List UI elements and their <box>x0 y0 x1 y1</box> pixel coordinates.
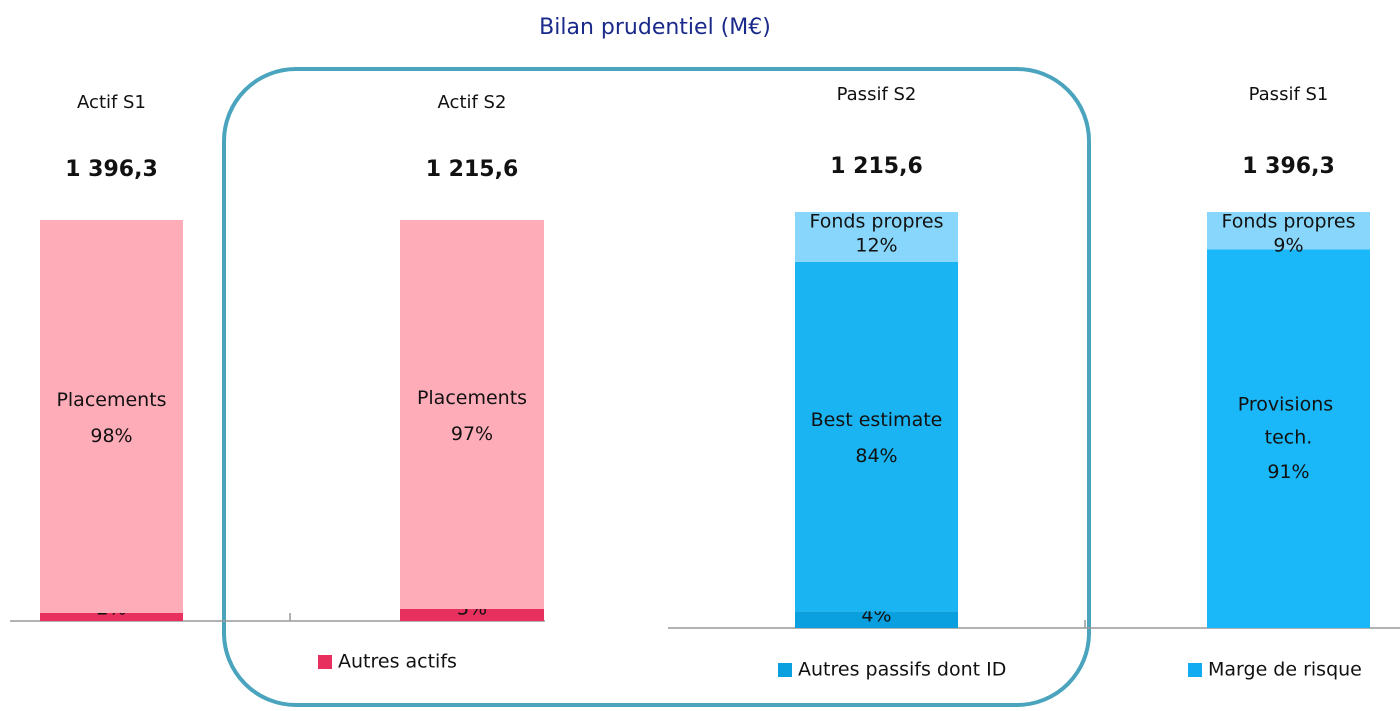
segment-name: Placements <box>417 387 527 409</box>
value-label: 12% <box>855 235 897 257</box>
bar-segment <box>400 608 544 621</box>
legend-label: Marge de risque <box>1208 659 1362 681</box>
value-label: 98% <box>90 425 132 447</box>
value-label: 9% <box>1273 235 1303 257</box>
value-label: 97% <box>451 423 493 445</box>
total-label: 1 396,3 <box>1242 154 1335 179</box>
bar-segment <box>40 612 183 621</box>
category-label: Passif S1 <box>1249 84 1329 105</box>
segment-name: Fonds propres <box>809 211 943 233</box>
chart-title: Bilan prudentiel (M€) <box>539 15 771 40</box>
bar-segment <box>795 212 958 262</box>
segment-name: Provisions tech. <box>1238 393 1339 448</box>
value-label: 91% <box>1267 461 1309 483</box>
bar-segment <box>1207 249 1370 628</box>
total-label: 1 215,6 <box>426 157 519 182</box>
bar-segment <box>795 261 958 612</box>
legend-swatch <box>1188 663 1202 677</box>
category-label: Actif S1 <box>77 92 146 113</box>
legend-label: Autres actifs <box>338 651 457 673</box>
legend-label: Autres passifs dont ID <box>798 659 1006 681</box>
total-label: 1 215,6 <box>830 154 923 179</box>
bar-segment <box>1207 212 1370 250</box>
highlight-frame <box>222 67 1091 707</box>
segment-name: Fonds propres <box>1221 211 1355 233</box>
value-label: 84% <box>855 445 897 467</box>
total-label: 1 396,3 <box>65 157 158 182</box>
bar-segment <box>400 220 544 609</box>
category-label: Actif S2 <box>438 92 507 113</box>
segment-name: Placements <box>56 389 166 411</box>
legend-swatch <box>318 655 332 669</box>
bar-segment <box>795 611 958 628</box>
legend-swatch <box>778 663 792 677</box>
category-label: Passif S2 <box>837 84 917 105</box>
segment-name: Best estimate <box>811 409 943 431</box>
bar-segment <box>40 220 183 613</box>
